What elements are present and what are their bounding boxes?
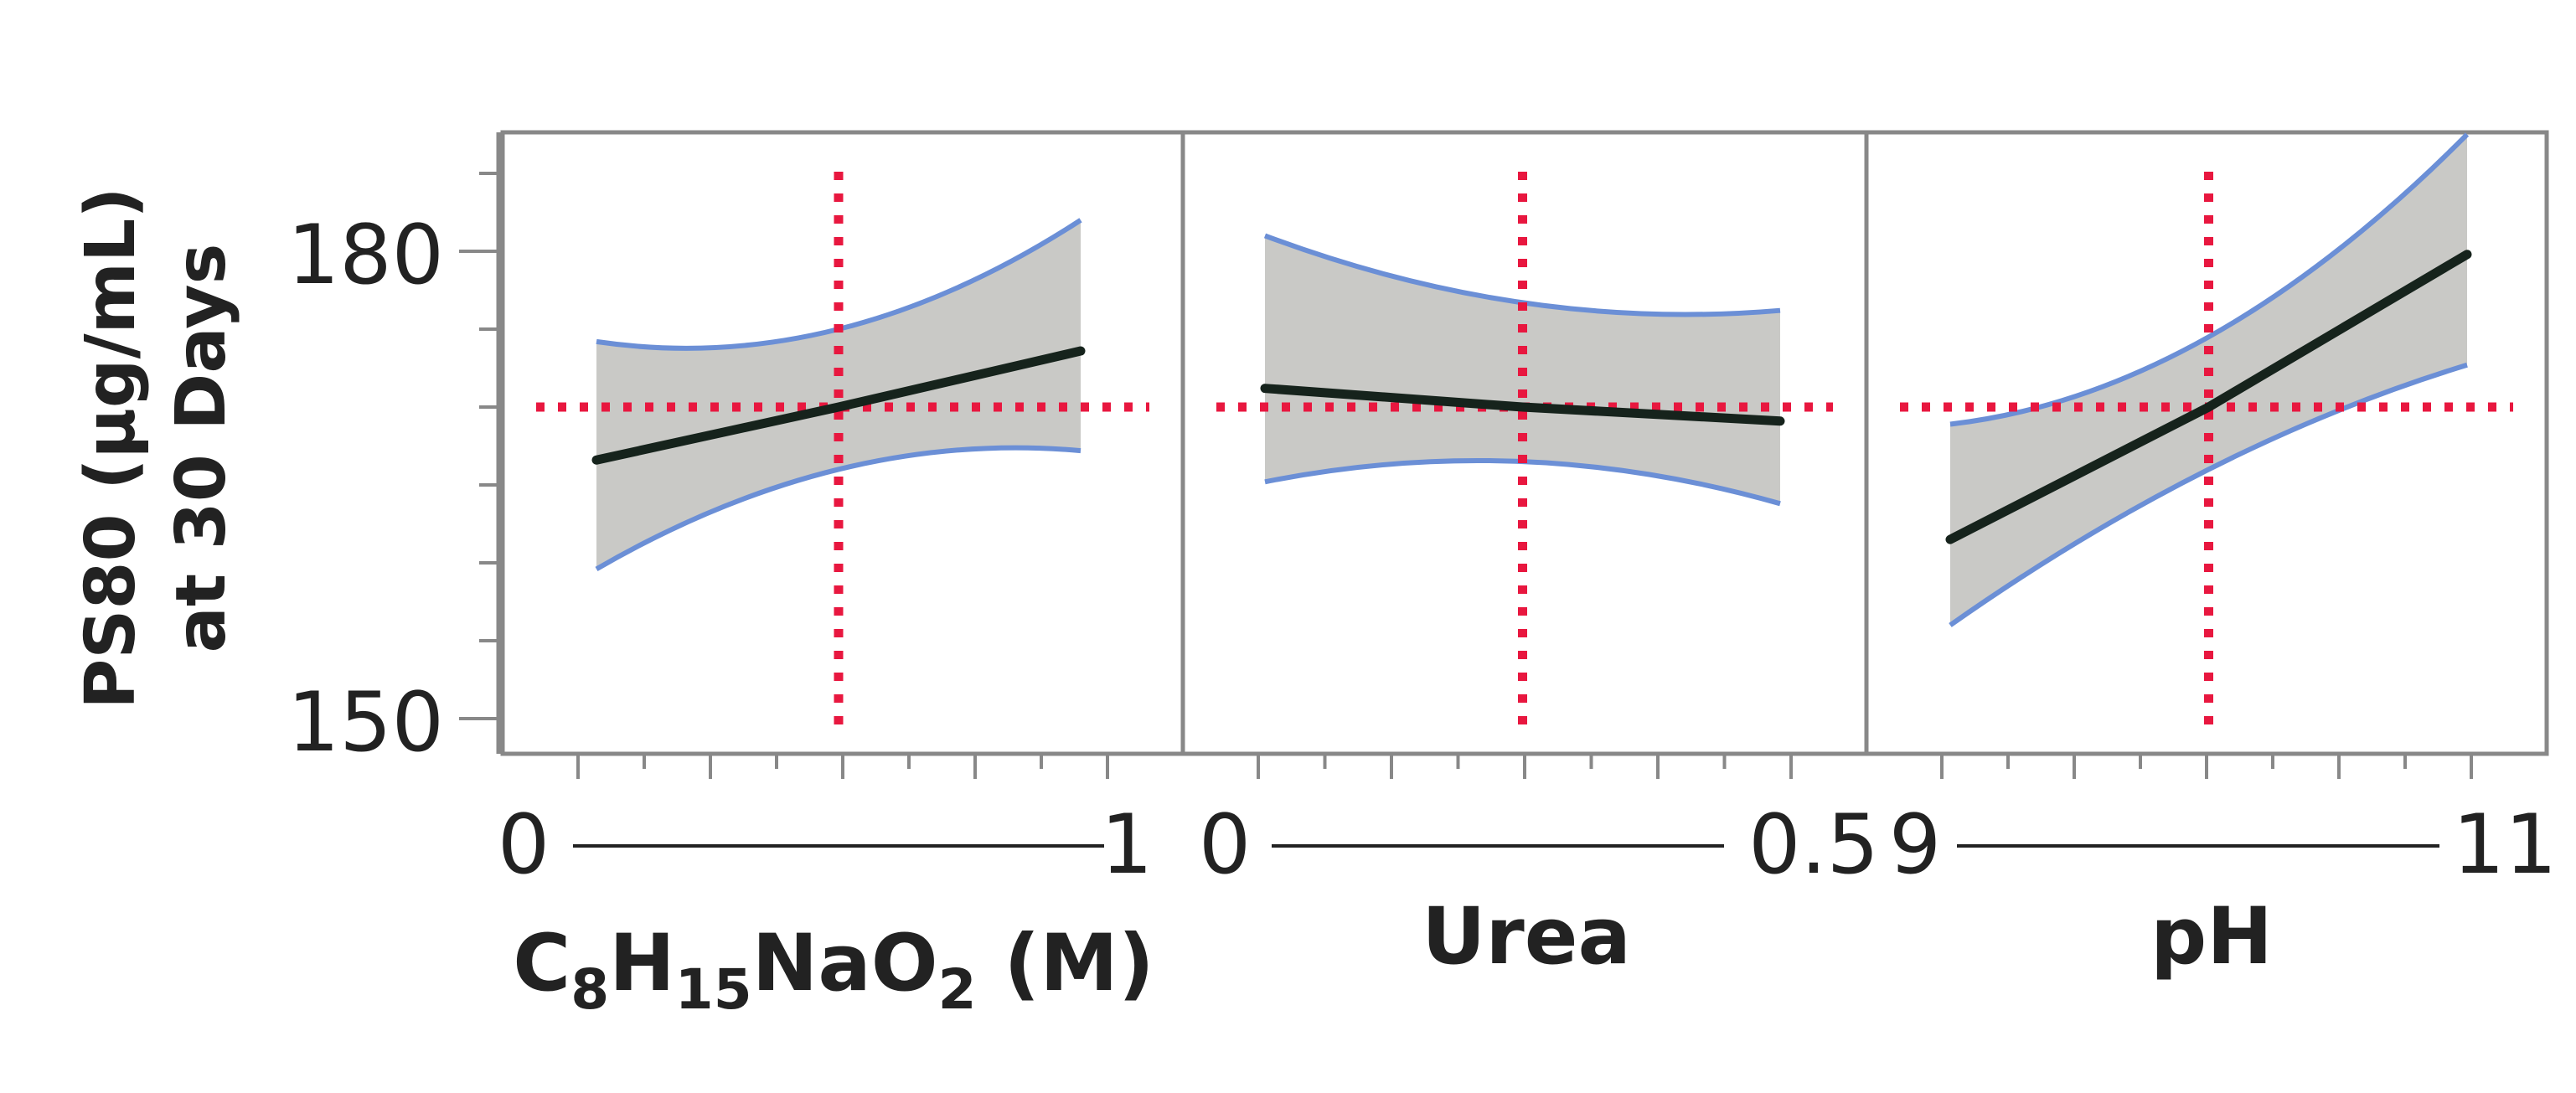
y-tick-label-180: 180	[287, 208, 444, 303]
y-tick-label-150: 150	[287, 675, 444, 771]
panels	[500, 130, 2549, 779]
x-ranges: 0 1 0 0.5 9 11	[498, 797, 2558, 893]
panel-3	[1864, 130, 2549, 779]
panel-3-prediction-line	[1945, 250, 2472, 544]
panel-3-factor-label: pH	[2150, 891, 2273, 982]
panel-1-x-max-label: 1	[1101, 797, 1153, 893]
panel-3-lower-bound	[1949, 362, 2468, 627]
panel-1-prediction-line	[591, 346, 1086, 465]
y-axis	[459, 132, 501, 754]
panel-2-x-max-label: 0.5	[1748, 797, 1879, 893]
panel-2-factor-label: Urea	[1422, 891, 1631, 982]
y-axis-title-line-1: PS80 (μg/mL)	[71, 187, 151, 709]
panel-1-x-min-label: 0	[498, 797, 550, 893]
panel-3-confidence-band	[1950, 134, 2467, 626]
panel-1	[500, 130, 1185, 779]
panel-2-x-min-label: 0	[1199, 797, 1251, 893]
panel-2-prediction-line	[1260, 384, 1785, 426]
panel-2	[1180, 130, 1869, 779]
panel-3-x-min-label: 9	[1889, 797, 1941, 893]
panel-1-factor-label: C8H15NaO2 (M)	[513, 918, 1154, 1022]
panel-1-lower-bound	[595, 445, 1082, 572]
panel-3-upper-bound	[1949, 132, 2470, 427]
panel-3-x-max-label: 11	[2453, 797, 2558, 893]
y-axis-title-line-2: at 30 Days	[162, 244, 241, 653]
